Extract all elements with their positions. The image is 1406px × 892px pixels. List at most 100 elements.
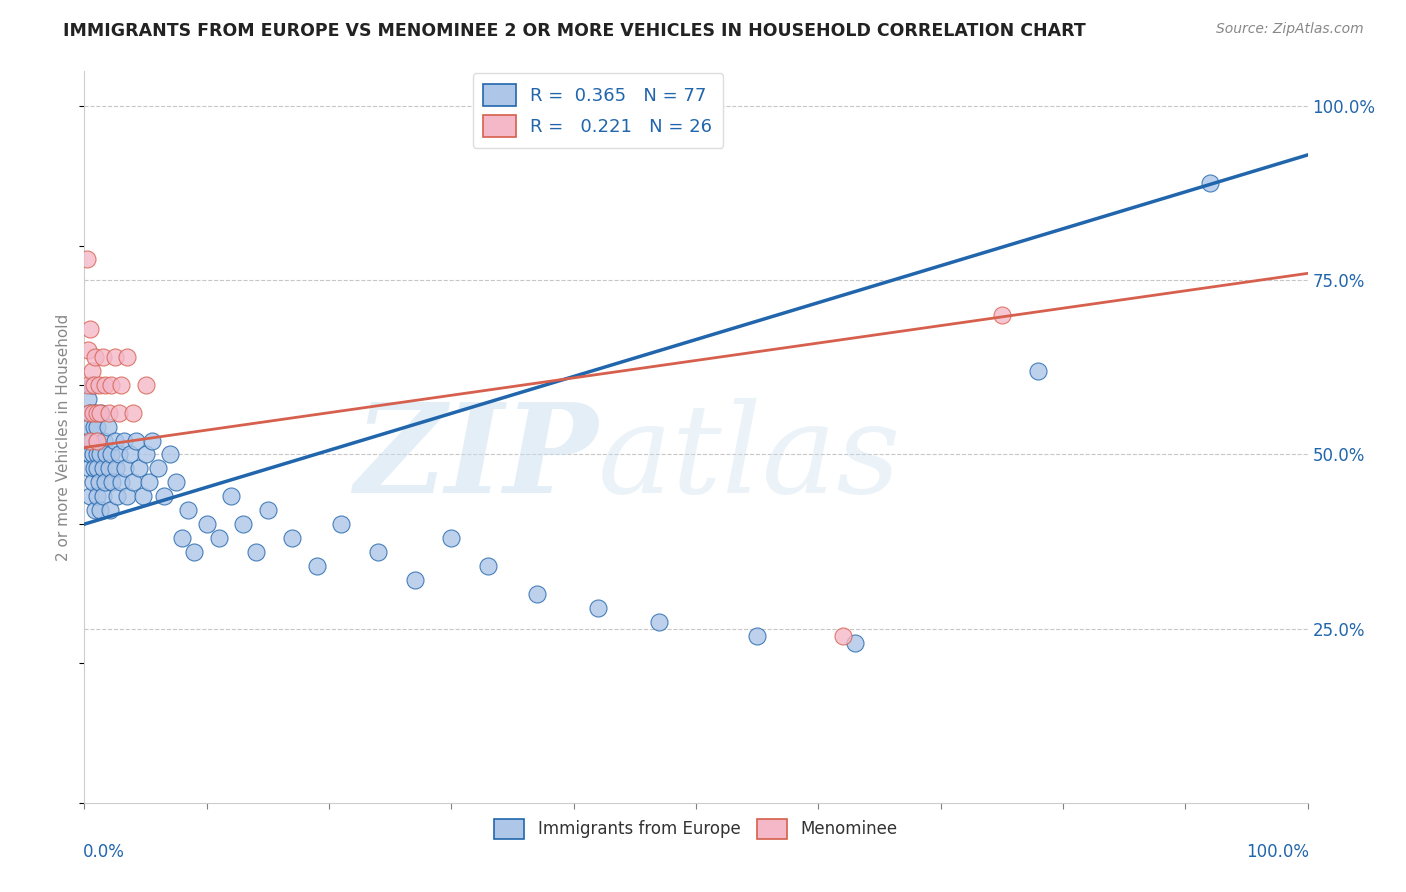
Point xyxy=(77,392,100,406)
Point xyxy=(526,587,548,601)
Point xyxy=(86,434,108,448)
Point xyxy=(86,461,108,475)
Point xyxy=(89,406,111,420)
Point xyxy=(831,629,853,643)
Point xyxy=(80,377,103,392)
Point xyxy=(245,545,267,559)
Point xyxy=(87,377,110,392)
Point xyxy=(77,343,100,357)
Point xyxy=(86,489,108,503)
Point xyxy=(77,377,100,392)
Point xyxy=(232,517,254,532)
Y-axis label: 2 or more Vehicles in Household: 2 or more Vehicles in Household xyxy=(56,313,72,561)
Point xyxy=(110,377,132,392)
Text: Source: ZipAtlas.com: Source: ZipAtlas.com xyxy=(1216,22,1364,37)
Point xyxy=(94,475,117,490)
Point xyxy=(89,448,111,462)
Point xyxy=(84,503,107,517)
Point xyxy=(93,434,115,448)
Text: ZIP: ZIP xyxy=(354,398,598,520)
Point xyxy=(100,448,122,462)
Point xyxy=(97,461,120,475)
Point xyxy=(80,364,103,378)
Text: 0.0%: 0.0% xyxy=(83,843,125,861)
Point xyxy=(77,419,100,434)
Point xyxy=(648,615,671,629)
Point xyxy=(94,377,117,392)
Point xyxy=(86,406,108,420)
Text: IMMIGRANTS FROM EUROPE VS MENOMINEE 2 OR MORE VEHICLES IN HOUSEHOLD CORRELATION : IMMIGRANTS FROM EUROPE VS MENOMINEE 2 OR… xyxy=(63,22,1085,40)
Point xyxy=(79,322,101,336)
Point xyxy=(172,531,194,545)
Point xyxy=(128,461,150,475)
Legend: Immigrants from Europe, Menominee: Immigrants from Europe, Menominee xyxy=(488,812,904,846)
Point xyxy=(104,350,127,364)
Text: atlas: atlas xyxy=(598,398,901,520)
Point xyxy=(118,448,141,462)
Point xyxy=(747,629,769,643)
Point xyxy=(138,475,160,490)
Point xyxy=(107,448,129,462)
Point xyxy=(91,461,114,475)
Point xyxy=(100,377,122,392)
Point xyxy=(477,558,499,573)
Point xyxy=(183,545,205,559)
Point xyxy=(195,517,218,532)
Point xyxy=(101,475,124,490)
Point xyxy=(115,489,138,503)
Point xyxy=(97,406,120,420)
Point xyxy=(404,573,426,587)
Point xyxy=(76,252,98,267)
Point xyxy=(91,489,114,503)
Point xyxy=(89,503,111,517)
Point xyxy=(257,503,280,517)
Point xyxy=(114,461,136,475)
Point xyxy=(82,406,104,420)
Point xyxy=(105,461,128,475)
Point xyxy=(110,475,132,490)
Point xyxy=(844,635,866,649)
Point xyxy=(86,419,108,434)
Point xyxy=(76,434,98,448)
Point xyxy=(305,558,328,573)
Point xyxy=(77,406,100,420)
Point xyxy=(104,434,127,448)
Point xyxy=(96,448,118,462)
Point xyxy=(132,489,155,503)
Point xyxy=(586,600,609,615)
Point xyxy=(98,503,121,517)
Point xyxy=(153,489,176,503)
Point xyxy=(281,531,304,545)
Text: 100.0%: 100.0% xyxy=(1246,843,1309,861)
Point xyxy=(86,434,108,448)
Point xyxy=(80,434,103,448)
Point xyxy=(79,406,101,420)
Point xyxy=(115,350,138,364)
Point xyxy=(97,419,120,434)
Point xyxy=(107,406,129,420)
Point xyxy=(90,406,112,420)
Point xyxy=(86,448,108,462)
Point xyxy=(79,489,101,503)
Point xyxy=(367,545,389,559)
Point xyxy=(219,489,242,503)
Point xyxy=(84,406,107,420)
Point xyxy=(135,448,157,462)
Point xyxy=(79,434,101,448)
Point xyxy=(105,489,128,503)
Point xyxy=(91,350,114,364)
Point xyxy=(82,448,104,462)
Point xyxy=(84,350,107,364)
Point xyxy=(135,377,157,392)
Point xyxy=(141,434,163,448)
Point xyxy=(87,475,110,490)
Point xyxy=(1198,176,1220,190)
Point xyxy=(122,406,145,420)
Point xyxy=(165,475,187,490)
Point xyxy=(82,475,104,490)
Point xyxy=(440,531,463,545)
Point xyxy=(159,448,181,462)
Point xyxy=(208,531,231,545)
Point xyxy=(991,308,1014,322)
Point xyxy=(83,377,105,392)
